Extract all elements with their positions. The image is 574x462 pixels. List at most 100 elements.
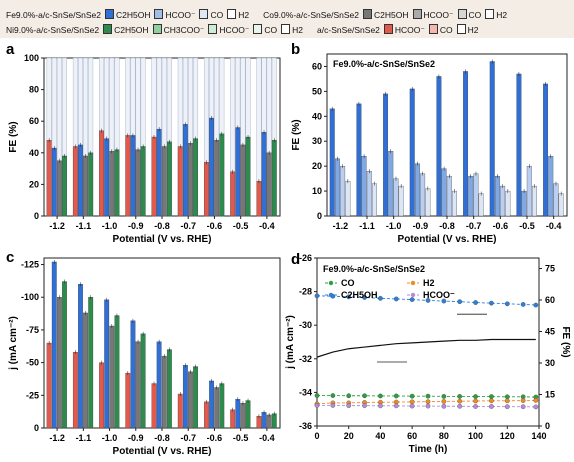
bar [62,155,67,217]
bar [177,146,183,217]
y-tick-label: -34 [299,387,312,397]
y-axis-label: j (mA cm⁻²) [285,315,296,370]
x-tick-label: -1.2 [49,433,65,443]
plot-frame [316,257,540,427]
bar [553,183,559,217]
bar [62,281,67,429]
bar [135,149,141,217]
bar [151,383,157,429]
y-axis-label: FE (%) [8,121,19,152]
legend-swatch [208,24,218,34]
bar [516,73,522,217]
legend-label: CO [439,25,453,35]
bar [329,108,335,217]
data-point [457,394,463,399]
data-point [504,404,510,410]
bar [526,166,532,217]
y-tick-label: 40 [29,148,39,158]
x-tick-label: -0.6 [493,221,509,231]
data-point [425,403,431,409]
y-tick-label: -25 [26,390,39,400]
y-tick-label: -36 [299,421,312,431]
legend-swatch [363,9,373,19]
panel-letter: d [291,251,300,268]
data-point [409,393,415,399]
inset-title: Fe9.0%-a/c-SnSe/SnSe2 [323,264,425,274]
x-tick-label: 120 [500,431,515,441]
legend-group-label: Fe9.0%-a/c-SnSe/SnSe2 [6,10,101,20]
data-point [409,399,415,405]
bar [166,141,172,217]
bar [245,400,251,429]
legend-swatch [485,9,495,19]
bar [209,380,214,429]
data-point [489,394,494,399]
bar [436,76,442,217]
bar [114,149,120,217]
panel-a-chart: 0 20 40 60 80 100 -1.2 -1.1 -1.0 -0.9 -0.8 -0.7 -0.6… [6,41,281,245]
bar [109,151,115,217]
bar [156,128,162,217]
bar [521,190,527,217]
bar [446,175,452,217]
x-axis-label: Potential (V vs. RHE) [113,446,212,457]
legend-label: CH3COO⁻ [163,25,205,35]
bar [230,409,236,429]
x-tick-label: -1.1 [76,221,92,231]
panel-letter: b [291,41,300,58]
legend-label: H2 [292,25,304,35]
y-tick-label: 60 [312,61,322,71]
y-axis-label: j (mA cm⁻²) [8,316,19,371]
data-point [393,296,399,302]
data-point [504,398,510,404]
data-point [378,295,383,301]
bar [114,315,120,429]
data-point [346,294,352,300]
bar [366,170,372,217]
bar [240,144,246,217]
data-point [473,398,478,404]
data-point [533,302,539,308]
legend-label: HCOO⁻ [165,10,196,20]
x-tick-label: -1.0 [102,433,118,443]
bar [182,365,188,429]
bar [398,185,404,217]
data-point [457,403,463,409]
y-tick-label: 100 [24,53,39,63]
x-tick-label: 100 [468,431,483,441]
x-tick-label: 60 [407,431,417,441]
bar [489,61,495,217]
data-point [393,393,399,399]
legend-label: H2 [496,10,508,20]
legend-label: CO [341,278,355,288]
x-tick-label: -1.0 [102,221,118,231]
y-tick-label: -50 [26,358,39,368]
legend-row-1: Fe9.0%-a/c-SnSe/SnSe2 C2H5OH HCOO⁻ CO H2 Co9.… [6,9,507,21]
legend-label: C2H5OH [341,290,378,300]
legend-group-label: Co9.0%-a/c-SnSe/SnSe2 [263,10,360,20]
bar [130,135,136,217]
x-tick-label: 0 [314,431,319,441]
bar [414,163,420,217]
data-point [346,393,352,399]
y2-tick-label: 45 [545,327,555,337]
bar [548,156,554,217]
data-point [346,403,352,408]
bar [135,341,141,429]
bar [182,124,188,217]
data-point [441,403,447,409]
bar [188,143,193,217]
legend-marker [328,280,334,286]
data-point [457,398,463,404]
bar [177,393,183,429]
legend-label: HCOO⁻ [394,25,425,35]
data-point [504,301,510,307]
y2-tick-label: 0 [545,421,550,431]
y-tick-label: 0 [317,211,322,221]
panel-letter: a [6,41,15,58]
legend-swatch [199,9,209,19]
legend-label: HCOO⁻ [423,290,455,300]
bar [72,352,78,429]
bar [161,355,167,429]
